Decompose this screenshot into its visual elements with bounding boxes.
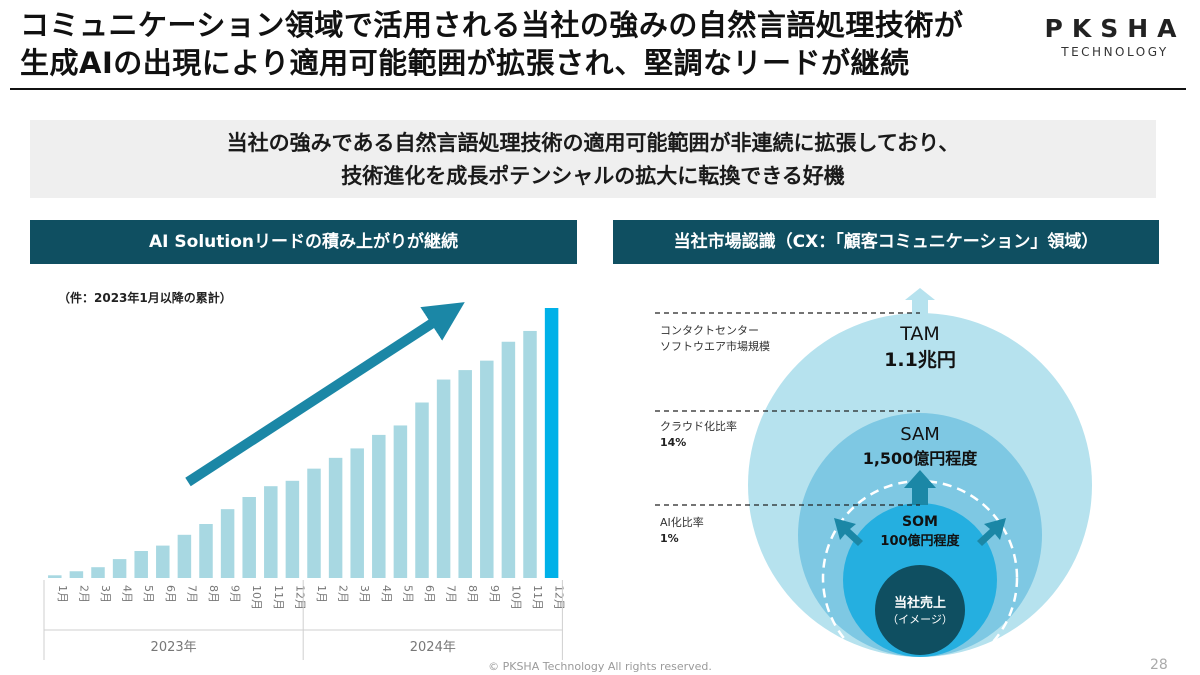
banner-line2: 技術進化を成長ポテンシャルの拡大に転換できる好機 (341, 164, 845, 188)
som-name: SOM (902, 514, 938, 530)
chart-bar (350, 448, 364, 578)
chart-bar (112, 559, 127, 578)
chart-bar (523, 330, 537, 578)
chart-month-label: 11月 (272, 585, 285, 610)
chart-bar (458, 370, 472, 578)
chart-bar (393, 425, 408, 578)
chart-month-label: 8月 (466, 585, 479, 603)
chart-month-label: 2月 (77, 585, 90, 603)
chart-bar (220, 509, 235, 578)
growth-trend-arrow (185, 302, 465, 487)
slide-title-line1: コミュニケーション領域で活用される当社の強みの自然言語処理技術が (20, 8, 964, 42)
chart-month-label: 3月 (358, 585, 371, 603)
chart-year-label: 2024年 (410, 640, 456, 655)
logo-sub-text: TECHNOLOGY (1061, 45, 1169, 59)
som-label: SOM 100億円程度 (840, 514, 1000, 549)
chart-bar (328, 457, 343, 578)
sam-marker-line1: クラウド化比率 (660, 420, 737, 433)
som-marker-value: 1% (660, 532, 679, 545)
company-revenue-circle (875, 565, 965, 655)
chart-bar (199, 524, 213, 578)
chart-month-label: 11月 (531, 585, 544, 610)
chart-bar (480, 360, 494, 578)
som-up-arrow-icon (904, 470, 936, 505)
sam-name: SAM (900, 424, 940, 445)
chart-month-label: 7月 (185, 585, 198, 603)
chart-bar (307, 468, 321, 578)
chart-bar (285, 480, 300, 578)
chart-bar (69, 571, 84, 578)
core-line1: 当社売上 (893, 596, 946, 611)
key-message-banner: 当社の強みである自然言語処理技術の適用可能範囲が非連続に拡張しており、 技術進化… (30, 120, 1156, 198)
chart-month-label: 9月 (488, 585, 501, 603)
som-right-arrow-icon (977, 518, 1006, 546)
slide-title-line2: 生成AIの出現により適用可能範囲が拡張され、堅調なリードが継続 (20, 46, 910, 80)
chart-bar (372, 434, 386, 578)
chart-bar (48, 575, 62, 578)
chart-bar (91, 567, 105, 578)
sam-value: 1,500億円程度 (862, 449, 978, 468)
chart-month-label: 4月 (121, 585, 134, 603)
chart-month-label: 1月 (56, 585, 69, 603)
tam-value: 1.1兆円 (884, 349, 956, 371)
company-logo: PKSHA TECHNOLOGY (1040, 14, 1190, 59)
som-left-arrow-icon (834, 518, 863, 546)
chart-bar (415, 402, 429, 578)
chart-month-label: 6月 (164, 585, 177, 603)
tam-label: TAM 1.1兆円 (820, 323, 1020, 372)
chart-bar (544, 308, 559, 578)
tam-marker-line1: コンタクトセンター (660, 324, 759, 337)
chart-bar (264, 486, 278, 578)
chart-bar (242, 497, 256, 578)
sam-marker-value: 14% (660, 436, 687, 449)
chart-year-label: 2023年 (151, 640, 197, 655)
tam-growth-arrow-icon (905, 288, 935, 314)
chart-bar (156, 545, 170, 578)
title-divider (10, 88, 1186, 90)
left-panel-heading: AI Solutionリードの積み上がりが継続 (30, 220, 577, 264)
copyright: © PKSHA Technology All rights reserved. (488, 660, 712, 673)
chart-bar (134, 551, 148, 578)
chart-month-label: 4月 (380, 585, 393, 603)
chart-month-label: 5月 (401, 585, 414, 603)
chart-month-label: 9月 (229, 585, 242, 603)
chart-bar (501, 341, 516, 578)
logo-main-text: PKSHA (1044, 14, 1186, 43)
som-value: 100億円程度 (880, 534, 960, 549)
chart-month-label: 2月 (337, 585, 350, 603)
chart-month-label: 3月 (99, 585, 112, 603)
core-line2: （イメージ） (887, 613, 953, 626)
sam-label: SAM 1,500億円程度 (820, 424, 1020, 469)
sam-marker-label: クラウド化比率 14% (660, 419, 737, 451)
chart-note: （件：2023年1月以降の累計） (58, 291, 232, 305)
chart-month-label: 8月 (207, 585, 220, 603)
lead-bar-chart: 1月 2月 3月 4月 5月 6月 7月 8月 9月 10月 11月 12月 1月 2月 3月 4月 5月 6月 7… (43, 302, 566, 660)
chart-month-label: 5月 (142, 585, 155, 603)
chart-month-label: 7月 (445, 585, 458, 603)
chart-month-label: 10月 (509, 585, 522, 610)
tam-marker-line2: ソフトウエア市場規模 (660, 340, 770, 353)
som-marker-label: AI化比率 1% (660, 515, 704, 547)
chart-month-label: 10月 (250, 585, 263, 610)
slide-title: コミュニケーション領域で活用される当社の強みの自然言語処理技術が 生成AIの出現… (20, 6, 1030, 82)
chart-bar (177, 534, 192, 578)
tam-name: TAM (900, 323, 940, 345)
company-revenue-label: 当社売上 （イメージ） (860, 592, 980, 627)
som-marker-line1: AI化比率 (660, 516, 704, 529)
page-number: 28 (1150, 657, 1168, 673)
right-panel-heading: 当社市場認識（CX：「顧客コミュニケーション」領域） (613, 220, 1159, 264)
chart-month-label: 6月 (423, 585, 436, 603)
chart-month-label: 1月 (315, 585, 328, 603)
banner-line1: 当社の強みである自然言語処理技術の適用可能範囲が非連続に拡張しており、 (226, 131, 960, 155)
tam-marker-label: コンタクトセンター ソフトウエア市場規模 (660, 323, 770, 355)
chart-bar (436, 379, 451, 578)
